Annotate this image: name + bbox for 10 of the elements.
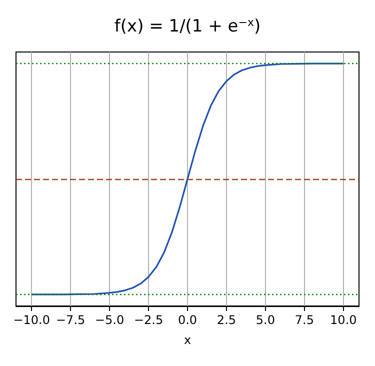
x-tick-label: 0.0 (178, 313, 198, 327)
x-tick-label: 7.5 (294, 313, 314, 327)
x-tick-label: 5.0 (256, 313, 275, 327)
x-tick-label: −5.0 (94, 313, 124, 327)
x-tick-label: −10.0 (13, 313, 50, 327)
x-tick-label: −7.5 (56, 313, 86, 327)
x-tick-label: −2.5 (134, 313, 164, 327)
x-tick-label: 2.5 (216, 313, 236, 327)
x-tick-label: 10.0 (330, 313, 357, 327)
x-axis-title: x (184, 333, 192, 347)
